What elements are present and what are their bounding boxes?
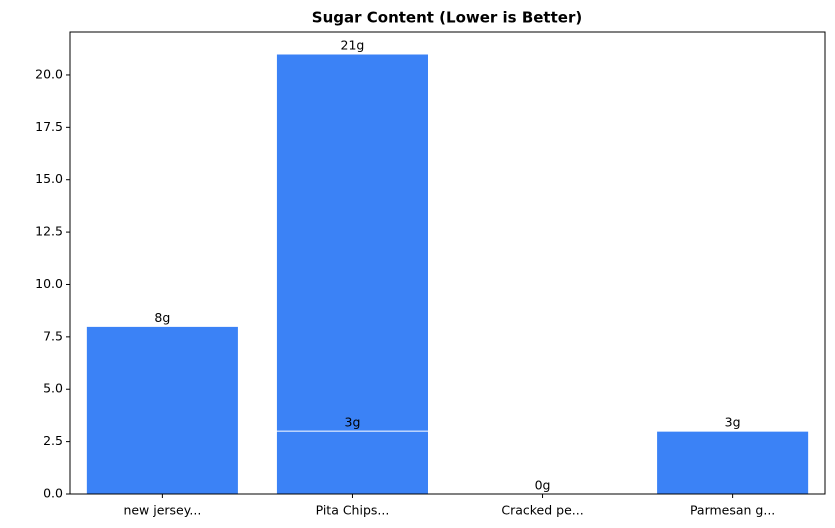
value-label: 0g <box>535 478 551 493</box>
bar <box>656 430 810 495</box>
x-tick-label: Cracked pe... <box>501 503 583 518</box>
y-tick-label: 12.5 <box>35 224 63 239</box>
bar <box>275 430 429 495</box>
y-tick-label: 5.0 <box>43 381 63 396</box>
value-label: 8g <box>154 310 170 325</box>
y-tick-label: 0.0 <box>43 486 63 501</box>
chart-title: Sugar Content (Lower is Better) <box>312 9 582 27</box>
bar <box>275 53 429 495</box>
value-label: 21g <box>341 38 365 53</box>
bar <box>85 325 239 495</box>
y-tick-label: 20.0 <box>35 66 63 81</box>
x-tick-label: Pita Chips... <box>316 503 390 518</box>
y-tick-label: 7.5 <box>43 328 63 343</box>
x-tick-label: Parmesan g... <box>690 503 775 518</box>
y-tick-label: 17.5 <box>35 119 63 134</box>
y-tick-label: 2.5 <box>43 433 63 448</box>
value-label: 3g <box>345 415 361 430</box>
value-label: 3g <box>725 415 741 430</box>
y-tick-label: 10.0 <box>35 276 63 291</box>
x-tick-label: new jersey... <box>123 503 201 518</box>
y-tick-label: 15.0 <box>35 171 63 186</box>
plot-frame <box>69 31 826 495</box>
